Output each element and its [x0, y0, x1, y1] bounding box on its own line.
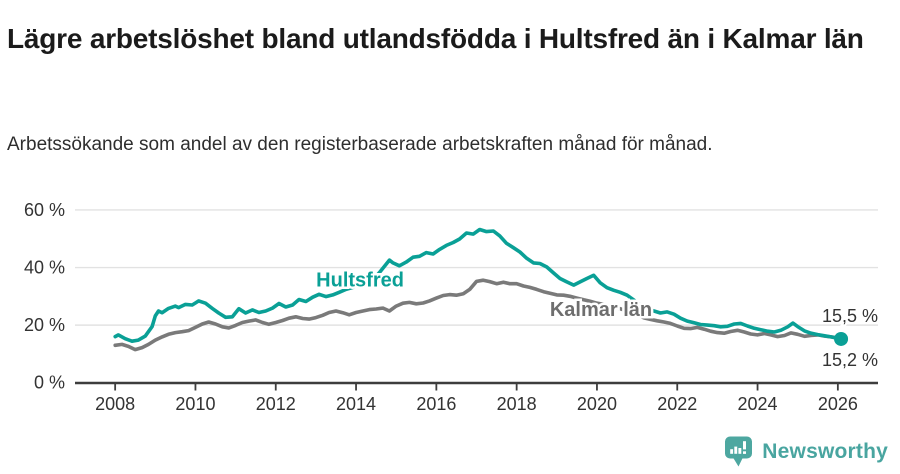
x-tick-label: 2012 — [256, 394, 296, 414]
end-value-label-kalmar-län: 15,5 % — [822, 306, 878, 326]
x-tick-label: 2026 — [818, 394, 858, 414]
series-label-kalmar-län: Kalmar län — [550, 299, 652, 321]
y-tick-label: 40 % — [24, 258, 65, 278]
series-label-hultsfred: Hultsfred — [316, 269, 404, 291]
end-value-label-hultsfred: 15,2 % — [822, 350, 878, 370]
end-dot-hultsfred — [834, 331, 849, 346]
newsworthy-brand-text: Newsworthy — [762, 439, 888, 463]
newsworthy-branding: Newsworthy — [723, 435, 888, 468]
series-line-hultsfred — [113, 227, 843, 344]
x-tick-label: 2010 — [175, 394, 215, 414]
chart-subtitle: Arbetssökande som andel av den registerb… — [7, 134, 713, 155]
x-tick-label: 2018 — [497, 394, 537, 414]
x-tick-label: 2014 — [336, 394, 376, 414]
newsworthy-logo-icon — [725, 436, 753, 467]
series-line-kalmar-län — [113, 278, 843, 352]
x-tick-label: 2016 — [416, 394, 456, 414]
x-tick-label: 2020 — [577, 394, 617, 414]
x-tick-label: 2024 — [738, 394, 778, 414]
y-tick-label: 60 % — [24, 200, 65, 220]
x-tick-label: 2022 — [657, 394, 697, 414]
x-tick-label: 2008 — [95, 394, 135, 414]
y-tick-label: 20 % — [24, 315, 65, 335]
y-tick-label: 0 % — [34, 373, 65, 393]
chart-title: Lägre arbetslöshet bland utlandsfödda i … — [7, 22, 864, 54]
